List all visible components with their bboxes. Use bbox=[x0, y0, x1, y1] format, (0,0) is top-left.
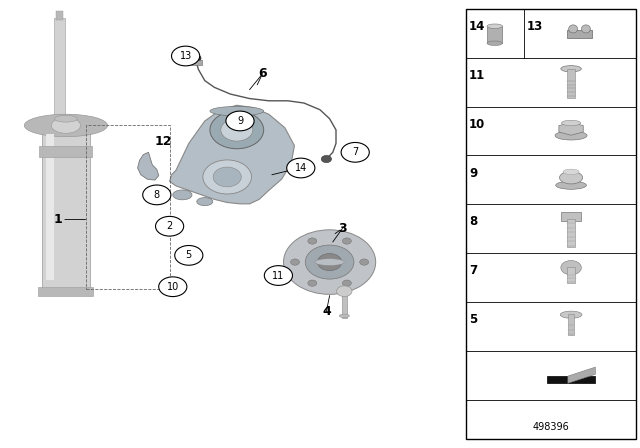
Circle shape bbox=[284, 230, 376, 294]
Polygon shape bbox=[138, 152, 159, 180]
Polygon shape bbox=[568, 367, 595, 383]
Bar bbox=[38, 287, 93, 296]
Ellipse shape bbox=[24, 114, 108, 137]
Text: 6: 6 bbox=[258, 67, 267, 81]
Text: 8: 8 bbox=[469, 215, 477, 228]
Circle shape bbox=[342, 280, 351, 286]
Circle shape bbox=[321, 155, 332, 163]
Text: 9: 9 bbox=[469, 167, 477, 180]
Polygon shape bbox=[559, 122, 583, 135]
Text: 2: 2 bbox=[166, 221, 173, 231]
Bar bbox=[547, 376, 595, 383]
Circle shape bbox=[305, 245, 354, 279]
Text: 11: 11 bbox=[469, 69, 485, 82]
Ellipse shape bbox=[487, 24, 502, 29]
Circle shape bbox=[172, 46, 200, 66]
Circle shape bbox=[342, 238, 351, 244]
Circle shape bbox=[213, 167, 241, 187]
Text: 8: 8 bbox=[154, 190, 160, 200]
Ellipse shape bbox=[560, 311, 582, 318]
Text: 3: 3 bbox=[338, 222, 347, 235]
Text: 9: 9 bbox=[237, 116, 243, 126]
Polygon shape bbox=[170, 105, 294, 204]
Circle shape bbox=[221, 119, 253, 141]
Bar bbox=[191, 60, 202, 65]
Ellipse shape bbox=[581, 25, 590, 33]
Bar bbox=[567, 69, 575, 98]
Circle shape bbox=[156, 216, 184, 236]
Text: 13: 13 bbox=[179, 51, 192, 61]
Ellipse shape bbox=[559, 172, 582, 184]
Circle shape bbox=[337, 286, 352, 297]
Text: 5: 5 bbox=[186, 250, 192, 260]
Bar bbox=[567, 219, 575, 246]
Ellipse shape bbox=[561, 65, 581, 72]
Text: 14: 14 bbox=[294, 163, 307, 173]
Bar bbox=[466, 9, 636, 439]
Circle shape bbox=[308, 238, 317, 244]
Circle shape bbox=[226, 111, 254, 131]
Ellipse shape bbox=[210, 107, 264, 116]
Circle shape bbox=[189, 54, 201, 62]
Bar bbox=[568, 314, 574, 336]
Circle shape bbox=[264, 266, 292, 285]
Circle shape bbox=[308, 280, 317, 286]
Circle shape bbox=[561, 261, 581, 275]
Circle shape bbox=[175, 246, 203, 265]
Text: 7: 7 bbox=[469, 264, 477, 277]
Circle shape bbox=[291, 259, 300, 265]
Text: 14: 14 bbox=[469, 20, 486, 33]
Bar bbox=[56, 11, 63, 20]
Bar bbox=[342, 293, 347, 318]
Text: 12: 12 bbox=[154, 134, 172, 148]
Ellipse shape bbox=[487, 41, 502, 46]
Text: 498396: 498396 bbox=[532, 422, 569, 432]
Bar bbox=[47, 134, 54, 280]
Text: 10: 10 bbox=[469, 118, 485, 131]
Bar bbox=[42, 125, 90, 289]
Ellipse shape bbox=[555, 131, 587, 140]
Ellipse shape bbox=[51, 118, 81, 134]
Bar bbox=[567, 267, 575, 283]
Circle shape bbox=[143, 185, 171, 205]
Circle shape bbox=[317, 254, 342, 271]
Text: 5: 5 bbox=[469, 313, 477, 326]
Ellipse shape bbox=[173, 190, 192, 200]
Text: 11: 11 bbox=[272, 271, 285, 280]
Ellipse shape bbox=[556, 181, 586, 189]
Circle shape bbox=[210, 111, 264, 149]
Circle shape bbox=[360, 259, 369, 265]
Text: 10: 10 bbox=[166, 282, 179, 292]
Text: 1: 1 bbox=[53, 213, 62, 226]
Ellipse shape bbox=[568, 25, 578, 33]
Circle shape bbox=[159, 277, 187, 297]
Bar bbox=[54, 18, 65, 125]
Text: 13: 13 bbox=[527, 20, 543, 33]
Circle shape bbox=[203, 160, 252, 194]
Ellipse shape bbox=[54, 116, 77, 122]
Ellipse shape bbox=[563, 169, 579, 174]
Bar bbox=[39, 146, 92, 157]
Circle shape bbox=[287, 158, 315, 178]
Bar bbox=[561, 212, 581, 221]
Circle shape bbox=[341, 142, 369, 162]
Text: 4: 4 bbox=[322, 305, 331, 318]
Ellipse shape bbox=[197, 198, 212, 206]
Ellipse shape bbox=[561, 121, 580, 125]
Ellipse shape bbox=[315, 258, 344, 266]
Bar bbox=[487, 26, 502, 43]
Text: 7: 7 bbox=[352, 147, 358, 157]
Ellipse shape bbox=[339, 314, 349, 318]
Bar bbox=[567, 30, 593, 38]
